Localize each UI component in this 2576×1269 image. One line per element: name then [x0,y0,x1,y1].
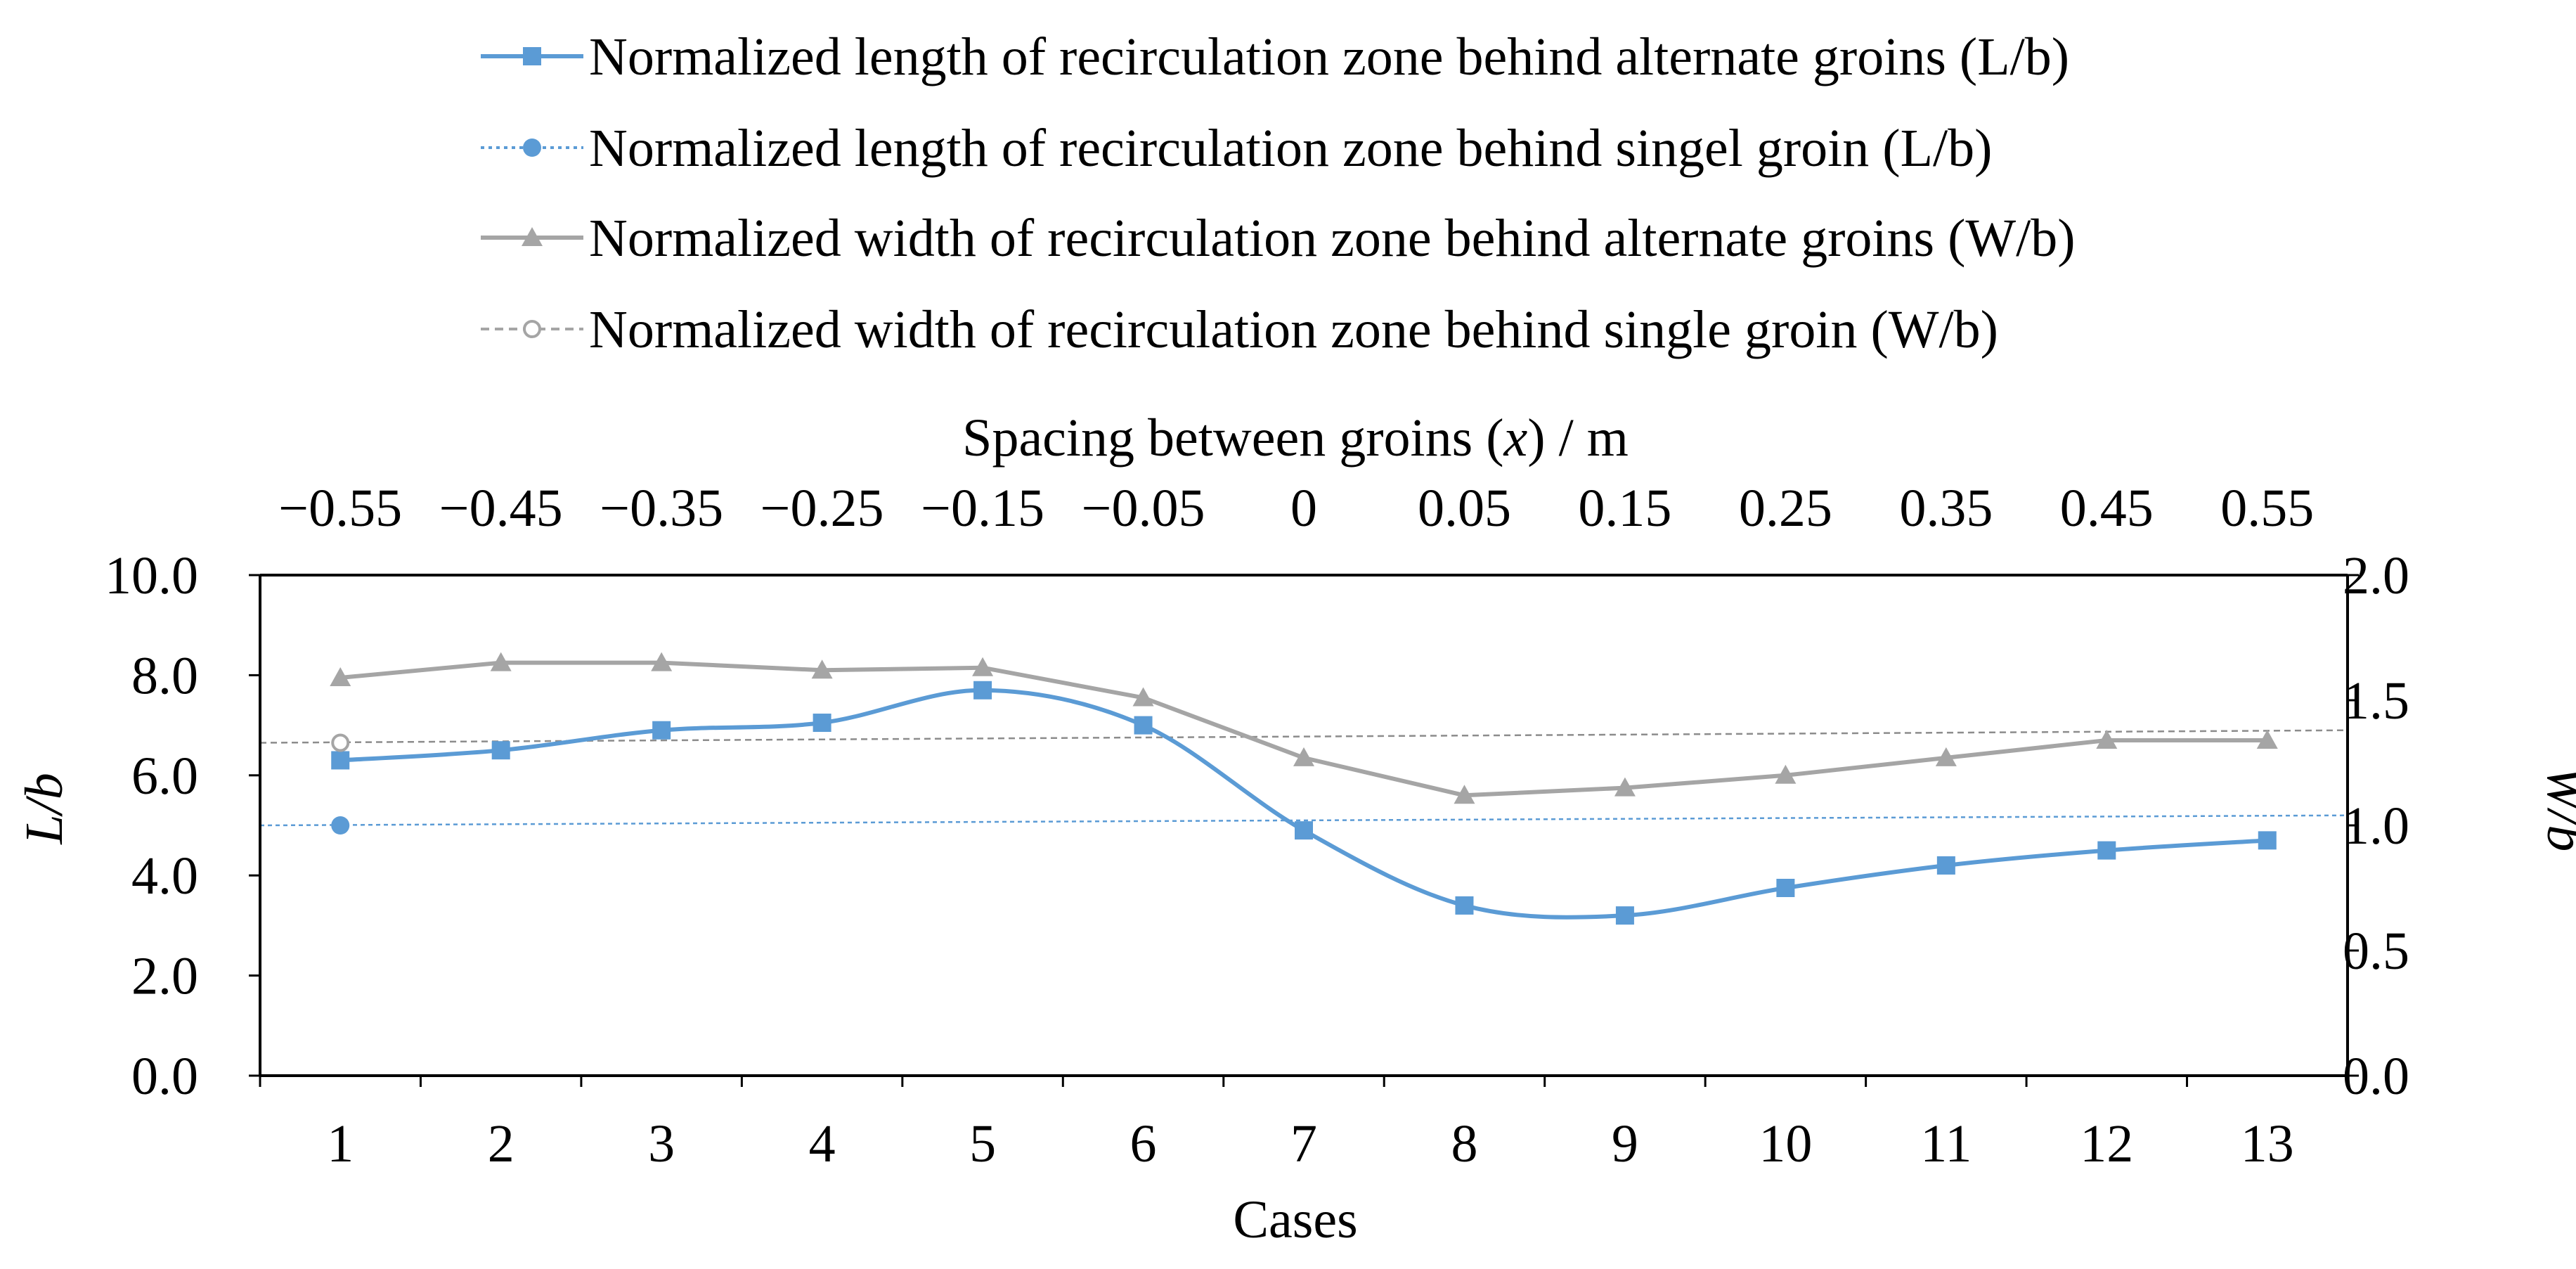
top-tick-label: 0.55 [2220,479,2314,538]
triangle-marker [651,652,673,671]
trendline-2 [259,814,2348,827]
legend-item: Normalized width of recirculation zone b… [481,209,2076,268]
y-tick-label: 8.0 [131,646,198,705]
legend-item: Normalized length of recirculation zone … [481,119,1992,178]
y2-axis-title: W/b [2536,766,2576,851]
top-tick-label: −0.05 [1082,479,1205,538]
legend-item: Normalized width of recirculation zone b… [481,300,1998,359]
trendline-4 [259,729,2348,744]
axes [249,574,2359,1087]
top-tick-label: −0.25 [760,479,884,538]
legend: Normalized length of recirculation zone … [481,27,2076,359]
x-tick-label: 10 [1759,1114,1812,1173]
y-tick-label: 6.0 [131,747,198,806]
series-line-3 [339,660,2267,798]
y-axis-title: L/b [15,773,74,844]
legend-label: Normalized width of recirculation zone b… [589,209,2076,268]
top-tick-label: 0 [1290,479,1317,538]
top-axis-title-variable: x [1503,408,1528,468]
x-tick-label: 5 [969,1114,996,1173]
triangle-marker [1775,764,1797,784]
top-axis-title-suffix: ) / m [1527,408,1629,468]
y-tick-label: 10.0 [105,546,198,605]
square-marker [2097,841,2116,860]
x-tick-label: 4 [809,1114,836,1173]
top-axis-title: Spacing between groins (x) / m [962,408,1629,468]
x-tick-label: 6 [1130,1114,1157,1173]
square-marker [523,47,541,65]
series-lines [339,660,2267,920]
triangle-marker [2256,729,2278,749]
y-tick-label: 2.0 [131,947,198,1006]
square-marker [1776,879,1795,897]
y-tick-label: 0.0 [131,1047,198,1106]
x-tick-label: 8 [1451,1114,1477,1173]
triangle-marker [811,659,833,679]
top-tick-label: −0.15 [921,479,1044,538]
triangle-marker [1293,747,1314,766]
triangle-marker [330,666,351,686]
top-tick-label: −0.35 [600,479,723,538]
x-tick-label: 3 [648,1114,675,1173]
square-marker [973,681,992,700]
top-axis-title-prefix: Spacing between groins ( [962,408,1503,468]
x-tick-label: 13 [2241,1114,2294,1173]
triangle-marker [1614,777,1636,797]
x-tick-label: 12 [2080,1114,2133,1173]
x-axis-title: Cases [1233,1190,1357,1249]
open-circle-marker [331,733,350,752]
triangle-marker [522,227,543,246]
x-tick-label: 7 [1290,1114,1317,1173]
triangle-marker [2096,729,2118,749]
triangle-marker [972,657,994,676]
square-marker [331,751,350,770]
square-marker [2258,831,2277,850]
square-marker [813,714,831,733]
square-marker [1936,856,1955,875]
top-tick-label: 0.35 [1899,479,1993,538]
y2-tick-label: 1.0 [2343,797,2409,856]
top-tick-label: −0.55 [278,479,402,538]
x-tick-label: 2 [488,1114,514,1173]
legend-item: Normalized length of recirculation zone … [481,27,2069,86]
circle-marker [523,139,541,157]
legend-label: Normalized length of recirculation zone … [589,119,1992,178]
square-marker [491,741,510,760]
series-markers [330,652,2278,925]
triangle-marker [1454,785,1475,804]
triangle-marker [1935,747,1957,766]
top-tick-label: 0.45 [2060,479,2154,538]
triangle-marker [1132,687,1154,707]
top-tick-label: 0.15 [1578,479,1671,538]
y-tick-label: 4.0 [131,846,198,906]
x-tick-label: 9 [1612,1114,1638,1173]
square-marker [1615,906,1634,925]
trendlines [259,729,2348,827]
y2-tick-label: 0.5 [2343,922,2409,981]
tick-labels: 1 2 3 4 5 6 7 8 9 10 11 12 13−0.55 −0.45 −0.35 −0.25 −0.… [105,479,2409,1173]
x-tick-label: 1 [327,1114,354,1173]
square-marker [1295,821,1313,840]
x-tick-label: 11 [1920,1114,1972,1173]
square-marker [1134,716,1153,735]
top-tick-label: 0.25 [1739,479,1832,538]
triangle-marker [490,652,512,671]
legend-label: Normalized length of recirculation zone … [589,27,2069,86]
square-marker [1455,896,1474,915]
y2-tick-label: 1.5 [2343,671,2409,730]
series-line-1 [340,688,2267,920]
y2-tick-label: 0.0 [2343,1047,2409,1106]
top-tick-label: 0.05 [1418,479,1511,538]
circle-marker [331,816,350,835]
legend-label: Normalized width of recirculation zone b… [589,300,1998,359]
y2-tick-label: 2.0 [2343,546,2409,605]
open-circle-marker [523,320,541,338]
square-marker [652,721,671,740]
top-tick-label: −0.45 [439,479,563,538]
